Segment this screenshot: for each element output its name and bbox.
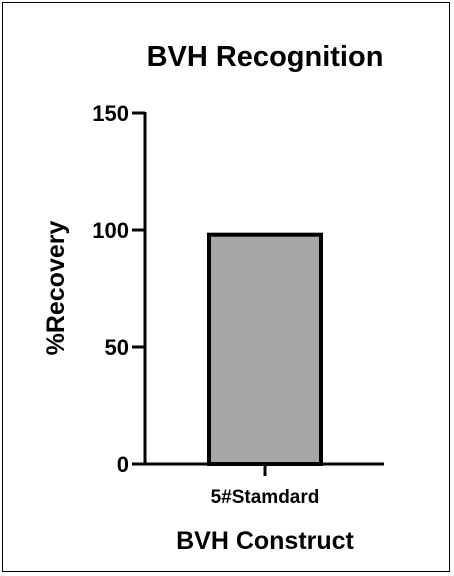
y-axis-label: %Recovery [42,221,70,356]
x-axis: 5#Stamdard [145,462,384,508]
y-axis: 0 50 100 150 [92,101,147,477]
bars-group [207,232,323,466]
chart-title: BVH Recognition [147,41,384,73]
x-axis-label: BVH Construct [176,527,354,555]
x-tick-label-0: 5#Stamdard [211,487,320,508]
y-tick-label-2: 100 [92,218,129,243]
y-tick-label-0: 0 [117,452,129,477]
bar-0 [207,232,323,466]
y-tick-label-1: 50 [105,335,129,360]
y-tick-label-3: 150 [92,101,129,126]
